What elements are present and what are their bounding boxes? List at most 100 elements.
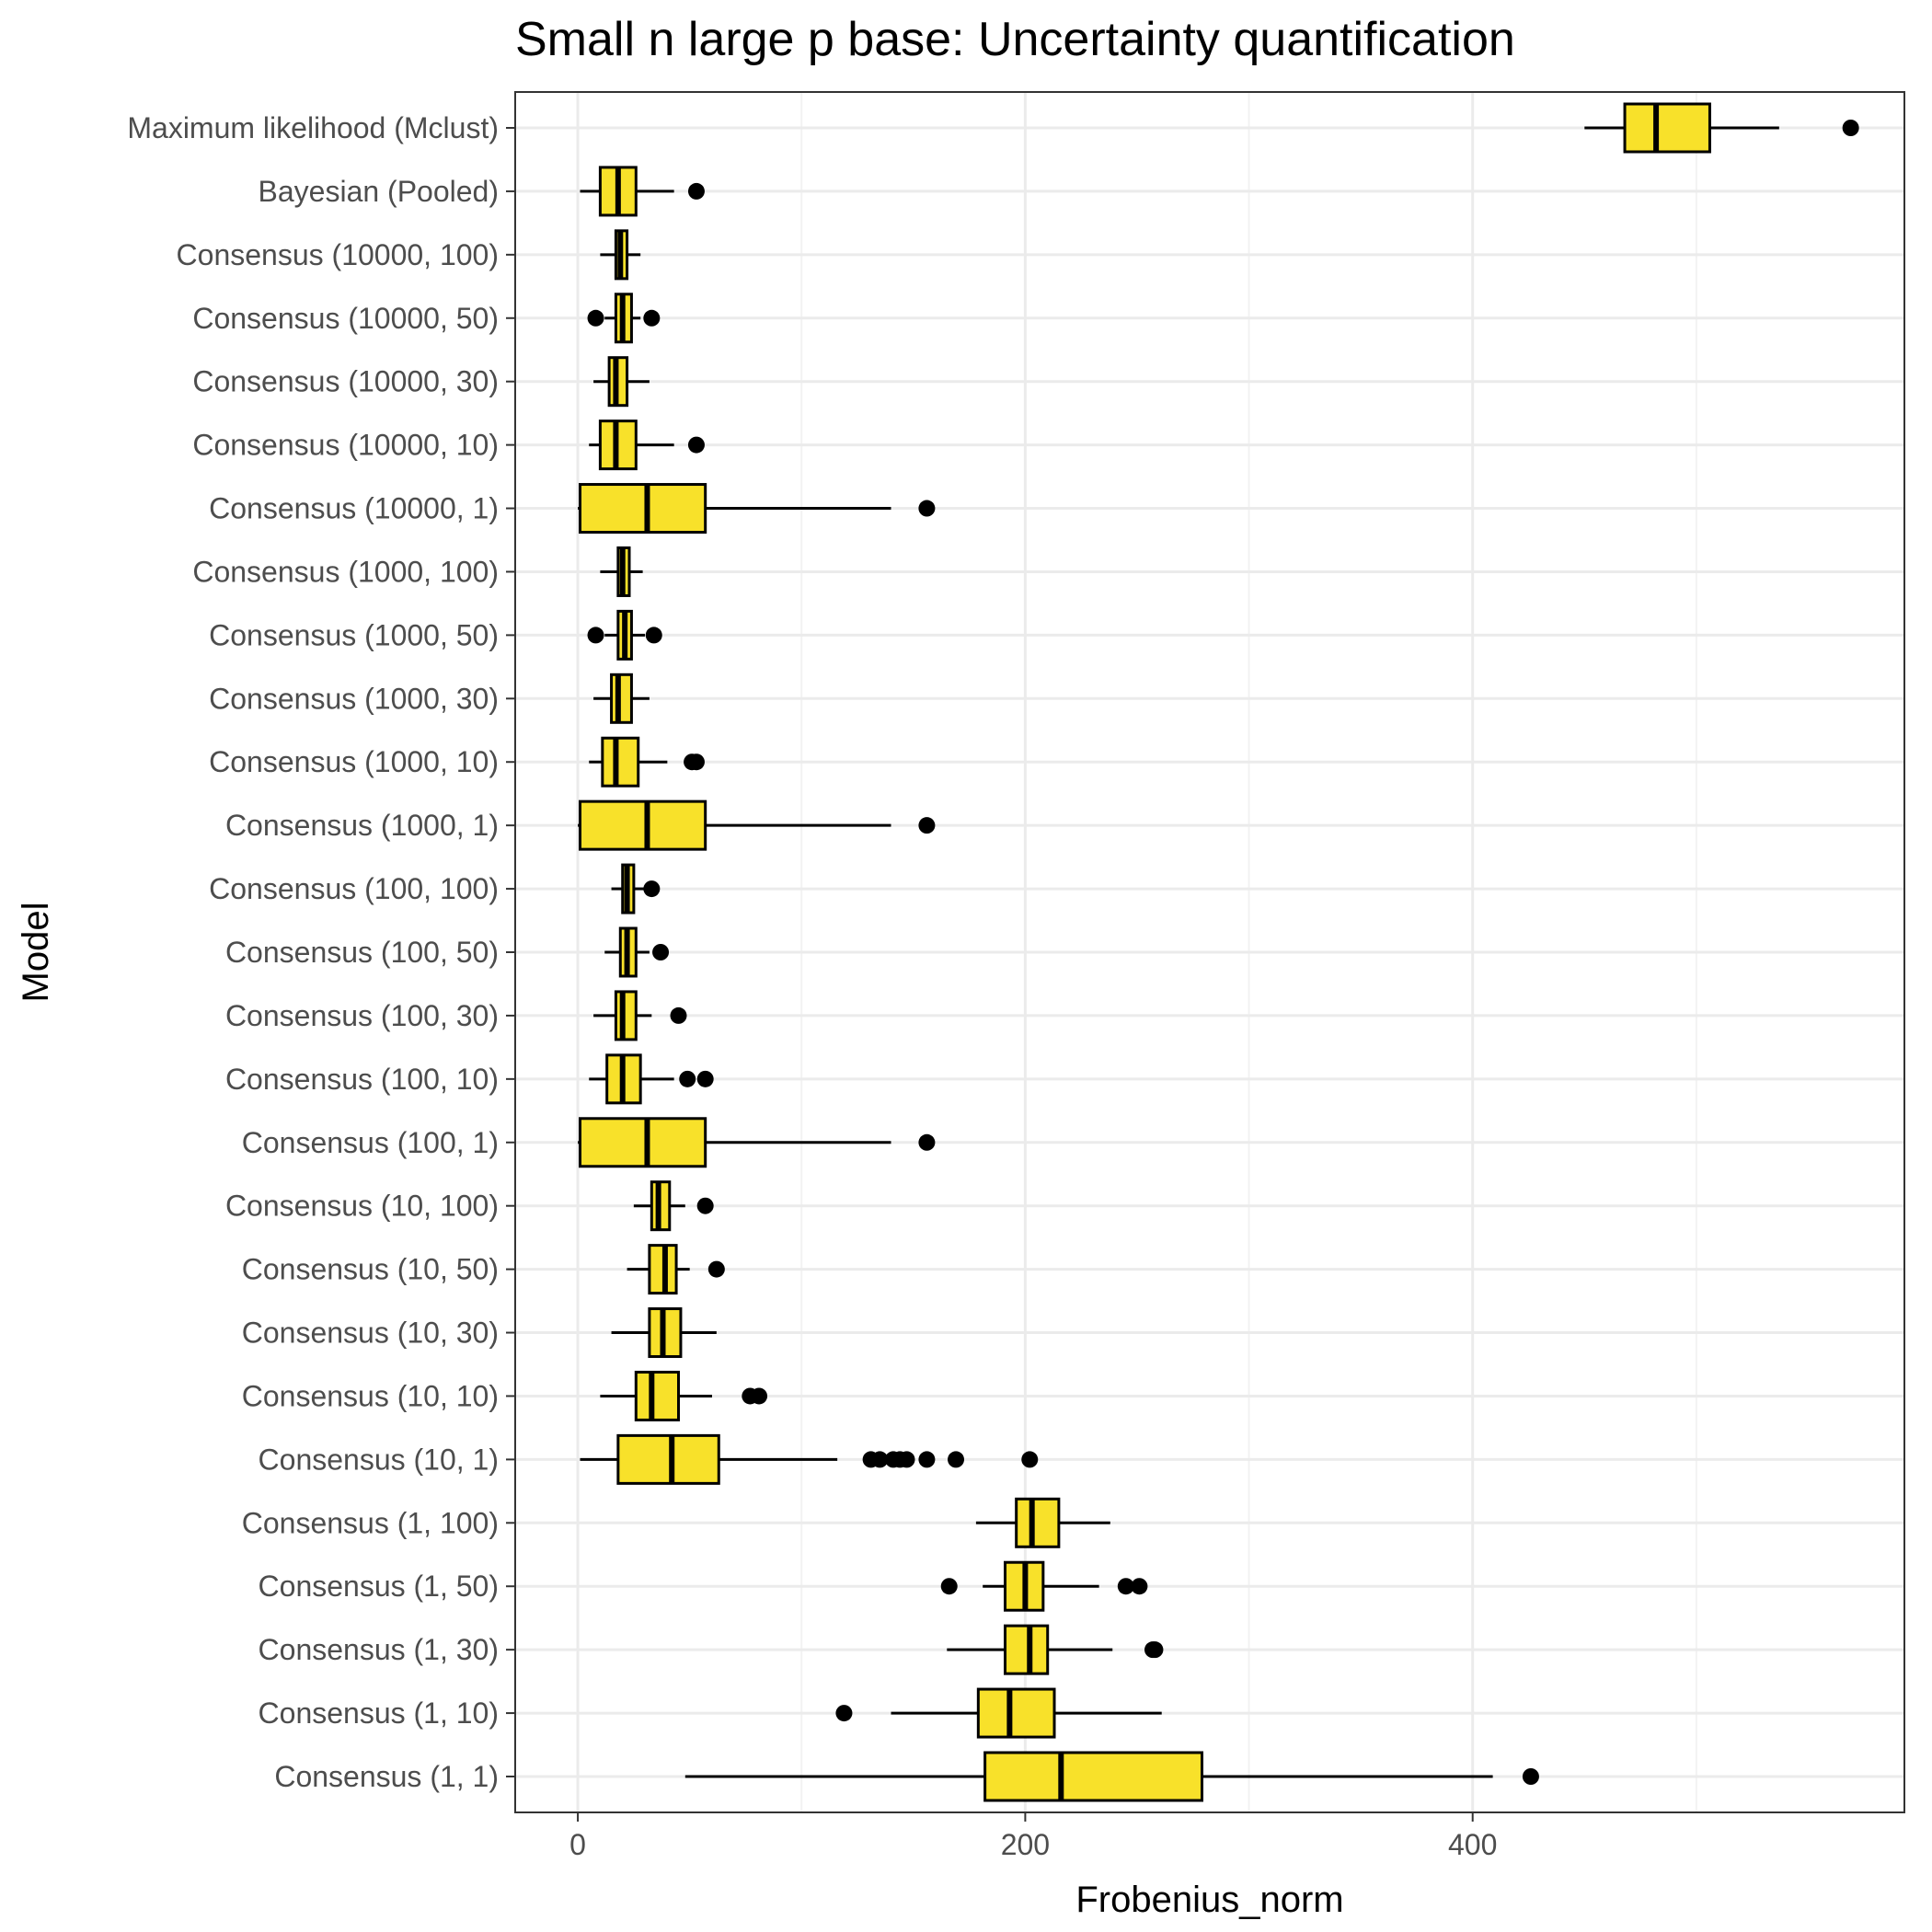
box-21 [580,1433,1039,1485]
outlier-point [918,1451,936,1468]
outlier-point [948,1451,965,1468]
y-tick-label: Consensus (1000, 50) [209,618,499,651]
box-5 [589,420,705,471]
y-tick-label: Consensus (10000, 100) [177,238,499,271]
iqr-box [1004,1624,1050,1675]
box-8 [587,609,662,661]
box-0 [1584,102,1859,154]
outlier-point [687,182,705,200]
y-tick-label: Consensus (1000, 100) [192,555,499,588]
box-2 [600,229,641,281]
box-17 [633,1180,714,1232]
outlier-point [645,627,662,644]
iqr-box [634,1370,681,1421]
outlier-point [652,944,670,960]
gridlines [515,92,1904,1812]
box-14 [593,990,687,1041]
box-13 [604,926,670,978]
chart-title: Small n large p base: Uncertainty quanti… [515,13,1515,66]
box-15 [589,1053,714,1105]
box-23 [940,1560,1148,1612]
outlier-point [587,309,604,327]
y-tick-label: Consensus (1, 1) [274,1760,499,1793]
y-tick-label: Maximum likelihood (Mclust) [127,111,499,144]
y-tick-labels: Maximum likelihood (Mclust) Bayesian (Poo… [127,111,515,1793]
outlier-point [670,1006,687,1024]
outlier-point [1021,1451,1039,1468]
iqr-box [1623,102,1711,154]
iqr-box [1015,1497,1061,1548]
iqr-box [614,990,638,1041]
box-25 [835,1687,1162,1739]
box-10 [589,736,705,788]
y-tick-label: Consensus (1, 100) [242,1506,499,1539]
y-tick-label: Consensus (10, 100) [225,1190,499,1223]
y-axis-title: Model [16,903,56,1003]
outlier-point [587,627,604,644]
box-19 [611,1307,717,1359]
box-7 [600,546,643,597]
outlier-point [898,1451,915,1468]
y-tick-label: Consensus (100, 30) [225,999,499,1032]
outlier-point [643,309,661,327]
outlier-point [1522,1768,1539,1785]
outlier-point [643,880,661,898]
x-axis-title: Frobenius_norm [1075,1880,1343,1920]
y-tick-label: Consensus (1, 50) [259,1570,499,1603]
y-tick-label: Consensus (1000, 30) [209,682,499,715]
y-tick-label: Consensus (100, 50) [225,936,499,969]
outlier-point [871,1451,889,1468]
x-tick-label: 200 [1001,1828,1050,1861]
outlier-point [918,500,936,517]
y-tick-label: Consensus (10, 50) [242,1253,499,1286]
y-tick-label: Consensus (10000, 10) [192,429,499,462]
outlier-point [696,1197,714,1214]
y-tick-label: Consensus (1000, 10) [209,745,499,778]
box-18 [627,1244,725,1295]
outlier-point [918,1133,936,1151]
iqr-box [601,736,640,788]
y-tick-label: Consensus (10, 1) [259,1443,499,1476]
box-9 [593,673,650,724]
box-6 [578,483,936,535]
outlier-point [835,1705,853,1722]
y-tick-label: Consensus (100, 100) [209,872,499,905]
iqr-box [579,483,707,535]
box-22 [975,1497,1110,1548]
x-axis: 0 200 400 [569,1812,1497,1861]
y-tick-label: Consensus (10000, 30) [192,365,499,398]
x-tick-label: 400 [1448,1828,1497,1861]
outlier-point [940,1578,958,1595]
box-20 [600,1370,768,1421]
outlier-point [707,1260,725,1278]
box-series [578,102,1859,1802]
box-12 [611,863,661,914]
box-4 [593,356,650,408]
iqr-box [616,1433,720,1485]
y-tick-label: Consensus (10000, 50) [192,302,499,335]
y-tick-label: Consensus (100, 10) [225,1063,499,1096]
x-tick-label: 0 [569,1828,586,1861]
outlier-point [1146,1641,1164,1659]
iqr-box [579,799,707,851]
iqr-box [983,1751,1203,1802]
outlier-point [918,817,936,834]
outlier-point [751,1387,768,1405]
outlier-point [1842,120,1859,136]
outlier-point [1117,1578,1134,1595]
outlier-point [1131,1578,1148,1595]
outlier-point [687,436,705,454]
outlier-point [687,753,705,771]
box-11 [578,799,936,851]
y-tick-label: Consensus (10, 30) [242,1317,499,1350]
y-tick-label: Consensus (1, 10) [259,1696,499,1730]
y-tick-label: Consensus (1, 30) [259,1633,499,1666]
box-1 [580,166,705,217]
outlier-point [679,1070,696,1087]
plot-panel-border [514,91,1905,1813]
box-3 [587,293,661,344]
y-tick-label: Consensus (10000, 1) [209,492,499,525]
y-tick-label: Consensus (10, 10) [242,1379,499,1412]
